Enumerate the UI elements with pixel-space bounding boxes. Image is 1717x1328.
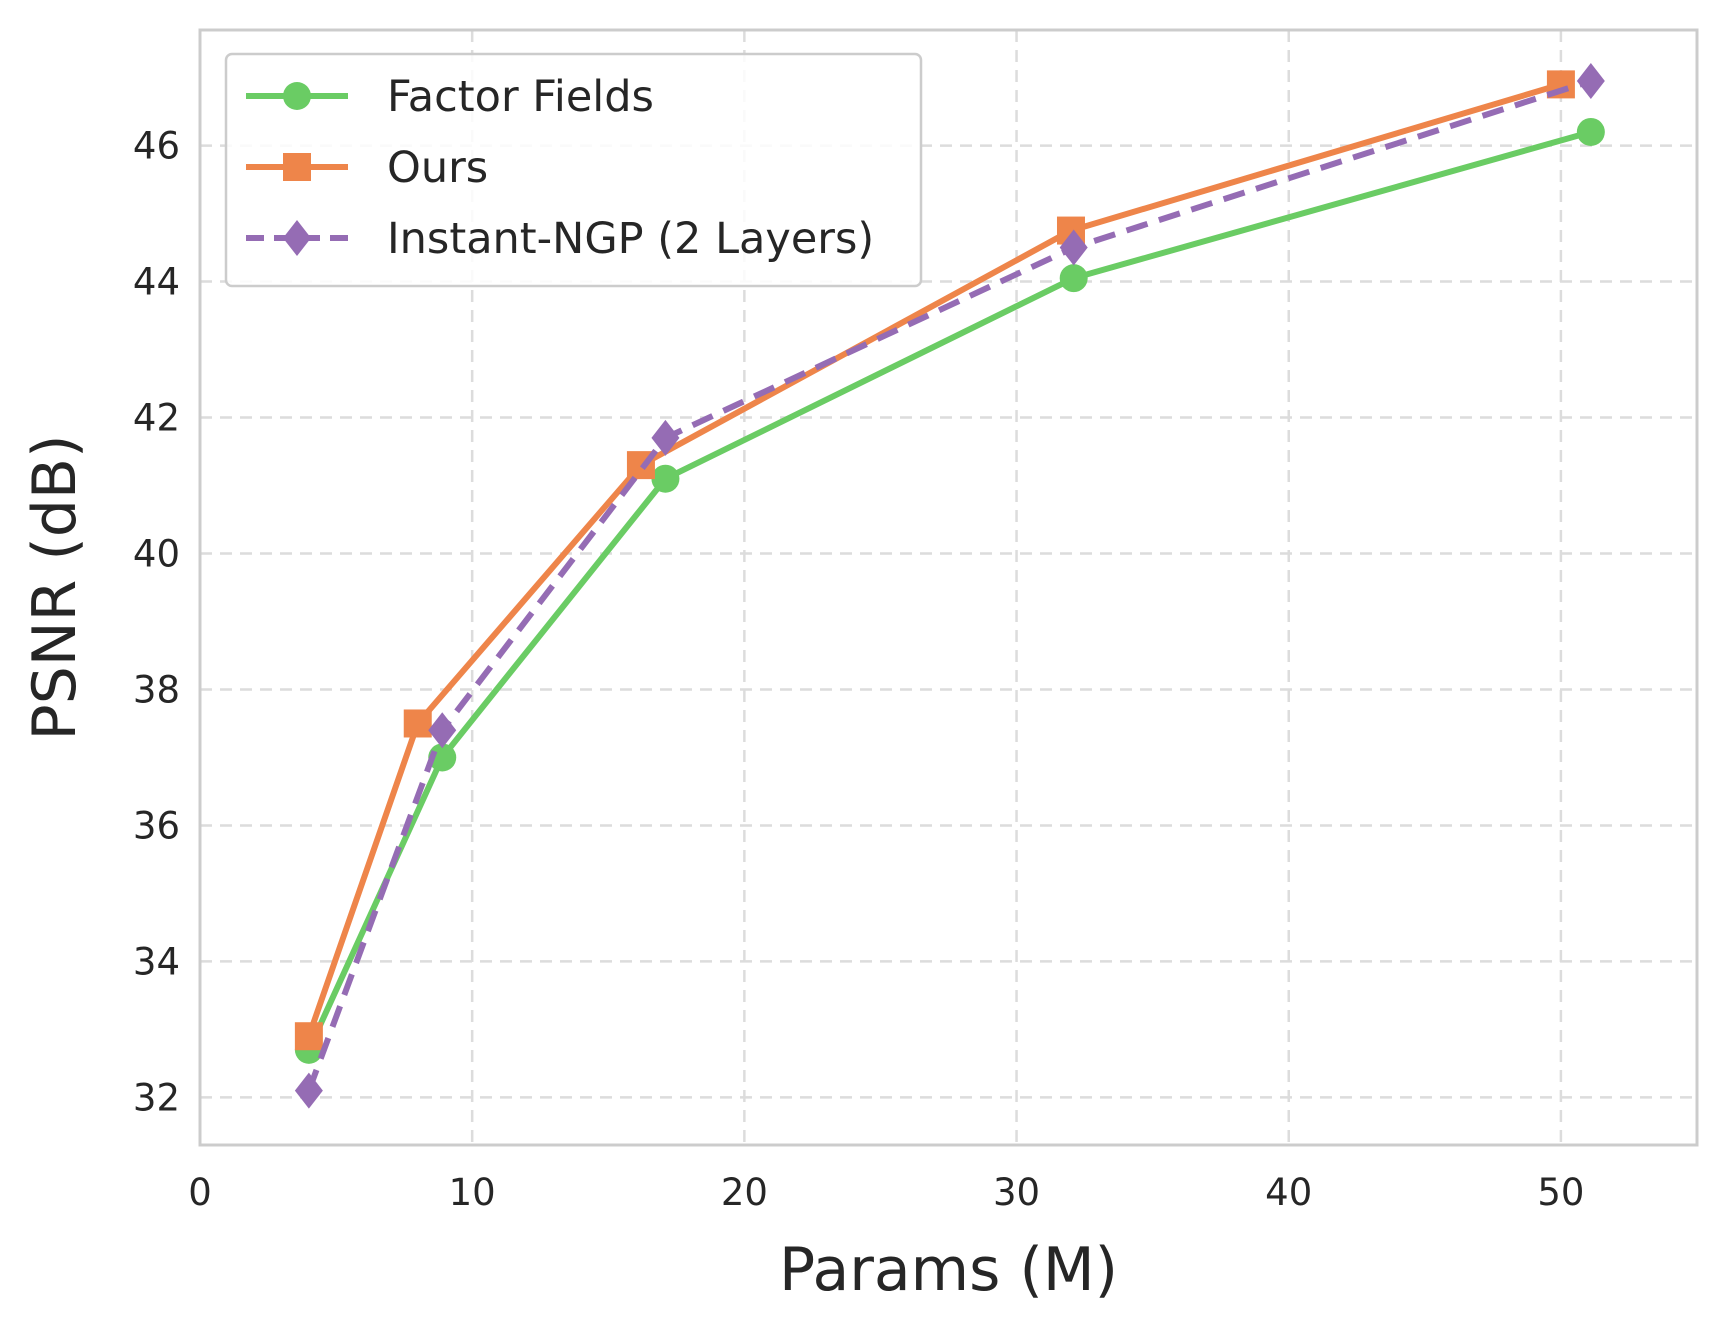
legend-entry-instant-ngp: Instant-NGP (2 Layers) [246, 214, 874, 264]
legend-line-factor-fields [246, 82, 348, 110]
y-tick-label-42: 42 [133, 397, 180, 440]
data-point-instant-ngp-2-layers-4 [1576, 62, 1605, 99]
legend-line-instant-ngp [246, 220, 348, 256]
tick-labels: 0 10 20 30 40 50 32 34 36 38 40 42 44 46 [133, 125, 1585, 1214]
x-tick-label-10: 10 [449, 1171, 496, 1214]
y-tick-label-40: 40 [133, 533, 180, 576]
data-point-instant-ngp-2-layers-1 [428, 712, 457, 749]
x-tick-label-50: 50 [1537, 1171, 1584, 1214]
data-point-instant-ngp-2-layers-0 [294, 1072, 323, 1109]
data-point-ours-0 [294, 1022, 323, 1051]
legend-entry-ours: Ours [246, 143, 488, 193]
data-point-instant-ngp-2-layers-2 [651, 419, 680, 456]
data-point-factor-fields-3 [1059, 264, 1088, 293]
legend-marker-ours [283, 153, 311, 181]
series-instant-ngp-2-layers [294, 62, 1605, 1109]
data-point-instant-ngp-2-layers-3 [1059, 229, 1088, 266]
y-tick-label-36: 36 [133, 804, 180, 847]
data-point-ours-1 [403, 709, 432, 738]
y-tick-label-34: 34 [133, 940, 180, 983]
y-tick-label-38: 38 [133, 668, 180, 711]
legend-marker-factor-fields [283, 82, 311, 110]
legend-label-instant-ngp: Instant-NGP (2 Layers) [387, 214, 874, 264]
legend-label-ours: Ours [387, 143, 488, 193]
legend: Factor Fields Ours Instant-NGP (2 Layers… [224, 52, 923, 288]
legend-line-ours [246, 153, 348, 181]
data-point-factor-fields-4 [1576, 117, 1605, 146]
x-tick-label-30: 30 [993, 1171, 1040, 1214]
legend-box [224, 52, 923, 288]
legend-label-factor-fields: Factor Fields [387, 72, 654, 122]
x-axis-label: Params (M) [779, 1235, 1118, 1305]
y-tick-label-44: 44 [133, 261, 180, 304]
x-tick-label-0: 0 [188, 1171, 212, 1214]
legend-marker-instant-ngp-2-layers [283, 220, 311, 256]
y-tick-label-32: 32 [133, 1076, 180, 1119]
data-point-factor-fields-2 [651, 464, 680, 493]
x-tick-label-20: 20 [721, 1171, 768, 1214]
plot-frame [198, 28, 1699, 1147]
series-layer [294, 62, 1605, 1109]
y-axis-label: PSNR (dB) [20, 435, 90, 741]
x-tick-label-40: 40 [1265, 1171, 1312, 1214]
y-tick-label-46: 46 [133, 125, 180, 168]
data-point-factor-fields-1 [428, 743, 457, 772]
legend-entry-factor-fields: Factor Fields [246, 72, 654, 122]
